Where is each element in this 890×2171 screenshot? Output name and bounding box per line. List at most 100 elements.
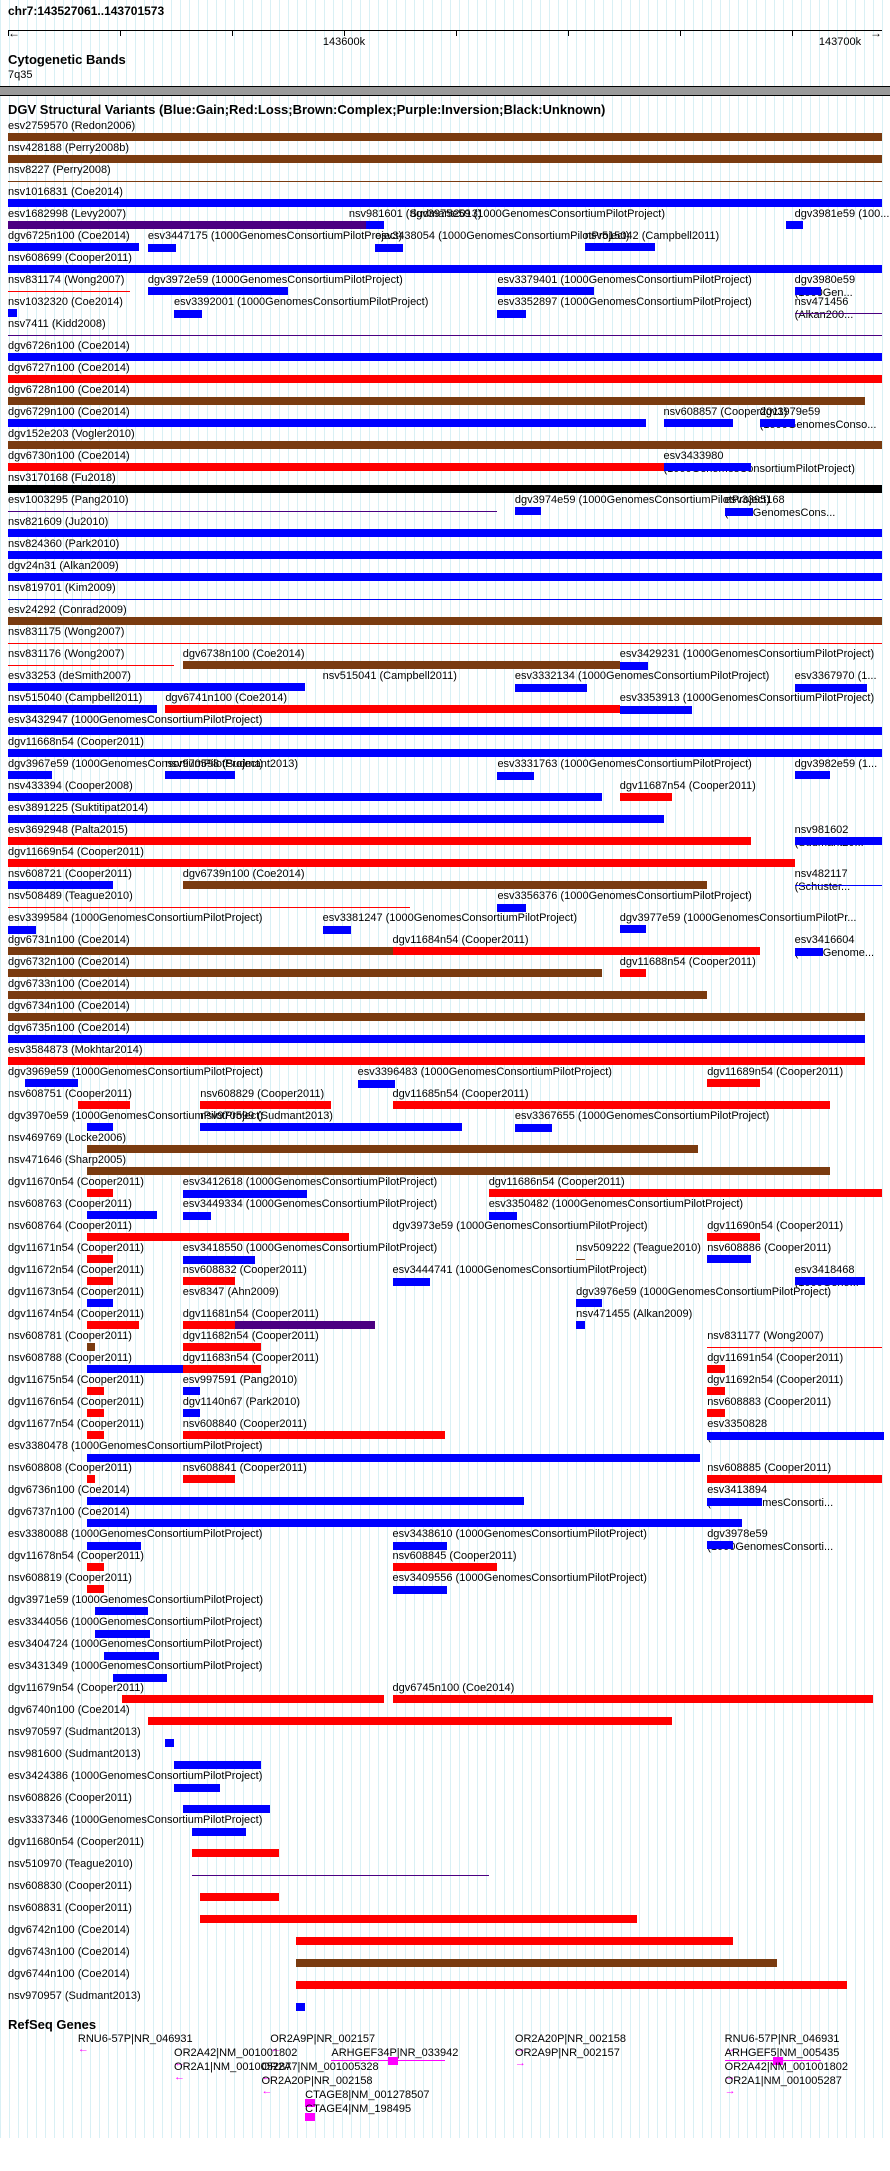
track-row[interactable]: dgv11671n54 (Cooper2011) esv3418550 (1000… — [0, 1241, 890, 1263]
variant-bar[interactable] — [707, 1409, 724, 1417]
variant-bar[interactable] — [8, 265, 882, 273]
track-row[interactable]: esv24292 (Conrad2009) — [0, 603, 890, 625]
track-row[interactable]: nsv471646 (Sharp2005) — [0, 1153, 890, 1175]
variant-bar[interactable] — [707, 1347, 882, 1348]
variant-bar[interactable] — [8, 243, 139, 251]
gene-label[interactable]: OR2A20P|NR_002158 — [261, 2075, 372, 2087]
variant-bar[interactable] — [87, 1277, 113, 1285]
gene-label[interactable]: OR2A9P|NR_002157 — [270, 2033, 375, 2045]
track-row[interactable]: dgv6728n100 (Coe2014) — [0, 383, 890, 405]
variant-bar[interactable] — [200, 1123, 462, 1131]
variant-bar[interactable] — [183, 1387, 200, 1395]
variant-bar[interactable] — [296, 1981, 847, 1989]
variant-bar[interactable] — [8, 397, 865, 405]
track-row[interactable]: nsv1032320 (Coe2014) esv3392001 (1000Geno… — [0, 295, 890, 317]
track-row[interactable]: dgv11670n54 (Cooper2011) esv3412618 (1000… — [0, 1175, 890, 1197]
variant-bar[interactable] — [489, 1189, 882, 1197]
track-row[interactable]: esv3380088 (1000GenomesConsortiumPilotPr… — [0, 1527, 890, 1549]
variant-bar[interactable] — [87, 1233, 349, 1241]
variant-bar[interactable] — [8, 837, 751, 845]
track-row[interactable]: esv3432947 (1000GenomesConsortiumPilotPr… — [0, 713, 890, 735]
variant-bar[interactable] — [795, 885, 882, 886]
variant-bar[interactable] — [25, 1079, 77, 1087]
variant-bar[interactable] — [87, 1409, 104, 1417]
variant-bar[interactable] — [8, 815, 664, 823]
variant-bar[interactable] — [576, 1299, 602, 1307]
variant-bar[interactable] — [707, 1233, 759, 1241]
track-row[interactable]: nsv608751 (Cooper2011) nsv608829 (Cooper2… — [0, 1087, 890, 1109]
track-row[interactable]: dgv6734n100 (Coe2014) — [0, 999, 890, 1021]
variant-bar[interactable] — [585, 243, 655, 251]
variant-bar[interactable] — [183, 1475, 235, 1483]
gene-label[interactable]: RNU6-57P|NR_046931 — [78, 2033, 193, 2045]
variant-bar[interactable] — [183, 1277, 235, 1285]
variant-bar[interactable] — [87, 1519, 743, 1527]
variant-bar[interactable] — [8, 463, 664, 471]
track-row[interactable]: dgv6725n100 (Coe2014) esv3447175 (1000Gen… — [0, 229, 890, 251]
variant-bar[interactable] — [8, 859, 795, 867]
variant-bar[interactable] — [8, 749, 882, 757]
track-row[interactable]: nsv7411 (Kidd2008) — [0, 317, 890, 339]
track-row[interactable]: dgv6733n100 (Coe2014) — [0, 977, 890, 999]
variant-bar[interactable] — [393, 1101, 830, 1109]
gene-label[interactable]: OR2A1|NM_001005287 — [725, 2075, 842, 2087]
track-row[interactable]: dgv11668n54 (Cooper2011) — [0, 735, 890, 757]
track-row[interactable]: dgv11676n54 (Cooper2011) dgv1140n67 (Park… — [0, 1395, 890, 1417]
variant-bar[interactable] — [78, 1101, 130, 1109]
variant-bar[interactable] — [87, 1255, 113, 1263]
variant-bar[interactable] — [8, 511, 497, 512]
variant-bar[interactable] — [87, 1431, 104, 1439]
track-row[interactable]: dgv6743n100 (Coe2014) — [0, 1945, 890, 1967]
variant-bar[interactable] — [8, 771, 52, 779]
variant-bar[interactable] — [8, 155, 882, 163]
variant-bar[interactable] — [8, 991, 707, 999]
variant-bar[interactable] — [8, 947, 393, 955]
variant-bar[interactable] — [192, 1849, 279, 1857]
variant-bar[interactable] — [786, 221, 803, 229]
track-row[interactable]: nsv469769 (Locke2006) — [0, 1131, 890, 1153]
track-row[interactable]: dgv3970e59 (1000GenomesConsortiumPilotPr… — [0, 1109, 890, 1131]
track-row[interactable]: nsv824360 (Park2010) — [0, 537, 890, 559]
gene-label[interactable]: OR2A42|NM_001001802 — [725, 2061, 848, 2073]
gene-label[interactable]: OR2A42|NM_001001802 — [174, 2047, 297, 2059]
track-row[interactable]: nsv608808 (Cooper2011) nsv608841 (Cooper2… — [0, 1461, 890, 1483]
variant-bar[interactable] — [497, 287, 593, 295]
variant-bar[interactable] — [87, 1343, 96, 1351]
variant-bar[interactable] — [183, 1431, 445, 1439]
variant-bar[interactable] — [122, 1695, 384, 1703]
variant-bar[interactable] — [87, 1145, 699, 1153]
variant-bar[interactable] — [165, 705, 619, 713]
variant-bar[interactable] — [87, 1321, 139, 1329]
variant-bar[interactable] — [183, 661, 620, 669]
track-row[interactable]: esv3399584 (1000GenomesConsortiumPilotPr… — [0, 911, 890, 933]
track-row[interactable]: dgv11680n54 (Cooper2011) — [0, 1835, 890, 1857]
track-row[interactable]: nsv608764 (Cooper2011) dgv3973e59 (1000Ge… — [0, 1219, 890, 1241]
track-row[interactable]: esv2759570 (Redon2006) — [0, 119, 890, 141]
variant-bar[interactable] — [795, 771, 830, 779]
variant-bar[interactable] — [795, 313, 882, 314]
track-row[interactable]: esv3692948 (Palta2015)nsv981602 (Sudmant… — [0, 823, 890, 845]
track-row[interactable]: nsv608721 (Cooper2011) dgv6739n100 (Coe20… — [0, 867, 890, 889]
variant-bar[interactable] — [8, 573, 882, 581]
track-row[interactable]: dgv6740n100 (Coe2014) — [0, 1703, 890, 1725]
variant-bar[interactable] — [8, 485, 882, 493]
track-row[interactable]: dgv11673n54 (Cooper2011) esv8347 (Ahn2009… — [0, 1285, 890, 1307]
track-row[interactable]: dgv3971e59 (1000GenomesConsortiumPilotPr… — [0, 1593, 890, 1615]
track-row[interactable]: nsv608788 (Cooper2011) dgv11683n54 (Coope… — [0, 1351, 890, 1373]
track-row[interactable]: dgv6730n100 (Coe2014) esv3433980 (1000Gen… — [0, 449, 890, 471]
variant-bar[interactable] — [183, 1343, 262, 1351]
variant-bar[interactable] — [8, 705, 157, 713]
track-row[interactable]: dgv6729n100 (Coe2014) nsv608857 (Cooper20… — [0, 405, 890, 427]
variant-bar[interactable] — [296, 1937, 733, 1945]
track-row[interactable]: dgv6732n100 (Coe2014) dgv11688n54 (Cooper… — [0, 955, 890, 977]
track-row[interactable]: nsv508489 (Teague2010) esv3356376 (1000Ge… — [0, 889, 890, 911]
variant-bar[interactable] — [8, 221, 375, 229]
variant-bar[interactable] — [393, 1695, 874, 1703]
variant-bar[interactable] — [8, 599, 882, 600]
variant-bar[interactable] — [148, 287, 288, 295]
track-row[interactable]: esv3404724 (1000GenomesConsortiumPilotPr… — [0, 1637, 890, 1659]
track-row[interactable]: dgv6726n100 (Coe2014) — [0, 339, 890, 361]
variant-bar[interactable] — [707, 1387, 724, 1395]
variant-bar[interactable] — [87, 1387, 104, 1395]
variant-bar[interactable] — [8, 133, 882, 141]
